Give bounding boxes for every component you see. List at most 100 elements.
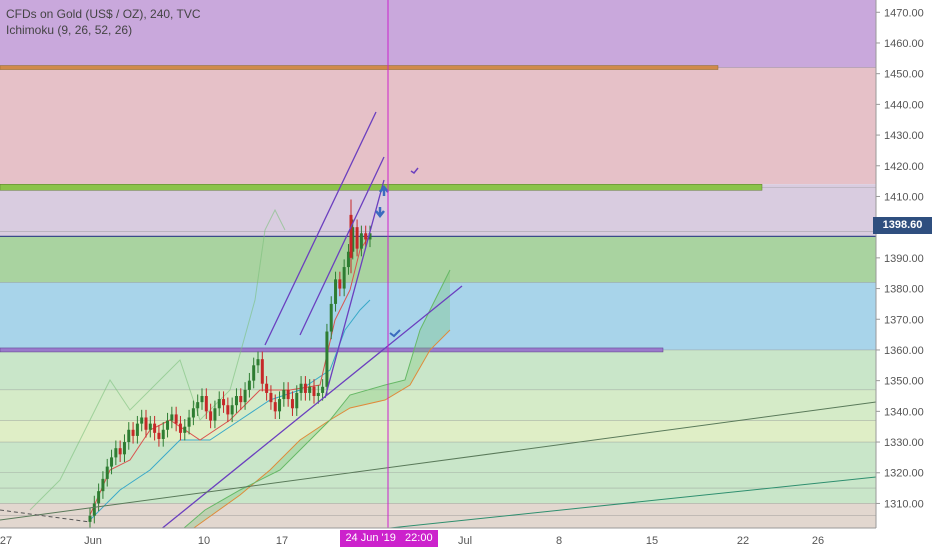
ichimoku-cloud-fill — [170, 270, 450, 545]
candle-body — [222, 399, 226, 406]
candle-body — [170, 414, 174, 421]
candle-body — [191, 408, 195, 418]
candle-body — [346, 251, 350, 268]
y-tick-label: 1420.00 — [884, 161, 924, 173]
candle-body — [110, 457, 114, 467]
candle-body — [166, 420, 170, 430]
candle-body — [209, 411, 213, 421]
check-icon — [410, 167, 419, 175]
y-tick-label: 1380.00 — [884, 284, 924, 296]
candle-body — [286, 389, 290, 400]
candle-body — [256, 359, 260, 366]
y-tick-label: 1370.00 — [884, 314, 924, 326]
cursor-time-badge: 24 Jun '19 22:00 — [340, 530, 438, 547]
zone-layer — [0, 0, 876, 528]
x-tick-label: 17 — [276, 535, 288, 547]
candle-body — [299, 383, 303, 393]
candle-body — [351, 227, 355, 252]
candle-body — [178, 423, 182, 433]
candle-body — [105, 466, 109, 479]
down-arrow-icon — [375, 207, 385, 219]
candle-body — [364, 233, 368, 240]
candle-body — [101, 478, 105, 492]
x-tick-label: 27 — [0, 535, 12, 547]
x-tick-label: 22 — [737, 535, 749, 547]
candle-body — [278, 399, 282, 412]
ichimoku-base — [89, 299, 371, 521]
candle-body — [312, 386, 316, 396]
candle-body — [243, 389, 247, 403]
candle-body — [196, 402, 200, 409]
trend-line — [324, 179, 385, 399]
candle-body — [239, 396, 243, 403]
price-zone — [0, 67, 876, 185]
up-arrow-icon — [379, 184, 389, 196]
candle-body — [282, 389, 286, 400]
candle-body — [273, 402, 277, 412]
trend-line — [264, 111, 377, 346]
chart-legend: CFDs on Gold (US$ / OZ), 240, TVC Ichimo… — [6, 6, 201, 38]
trend-lines — [0, 111, 877, 531]
candle-body — [144, 417, 148, 430]
candle-body — [325, 331, 329, 387]
candle-body — [122, 442, 126, 455]
y-tick-label: 1340.00 — [884, 406, 924, 418]
trend-line — [159, 285, 463, 531]
candle-body — [359, 233, 363, 249]
y-tick-label: 1320.00 — [884, 468, 924, 480]
time-axis: 27 Jun 10 17 Jul 8 15 22 26 — [0, 527, 932, 550]
candle-body — [131, 429, 135, 436]
cursor-date: 24 Jun '19 — [345, 532, 396, 544]
y-tick-label: 1360.00 — [884, 345, 924, 357]
candle-body — [114, 448, 118, 458]
x-tick-label: 15 — [646, 535, 658, 547]
x-tick-label: 8 — [556, 535, 562, 547]
price-zone — [0, 420, 876, 443]
candle-body — [217, 399, 221, 409]
trend-line — [0, 401, 877, 521]
candle-body — [349, 214, 353, 258]
price-axis: 1310.00 1320.00 1330.00 1340.00 1350.00 1360.… — [875, 0, 932, 550]
price-zone — [0, 0, 876, 68]
candle-body — [127, 429, 131, 443]
candle-body — [247, 380, 251, 390]
x-tick-label: Jul — [458, 535, 472, 547]
candle-body — [316, 392, 320, 396]
candle-body — [135, 423, 139, 436]
price-zone — [0, 349, 876, 390]
candle-body — [295, 392, 299, 409]
candle-body — [200, 396, 204, 403]
candle-body — [338, 279, 342, 289]
x-tick-label: 26 — [812, 535, 824, 547]
candle-body — [308, 386, 312, 393]
candle-body — [92, 503, 96, 516]
candle-body — [187, 417, 191, 427]
symbol-title: CFDs on Gold (US$ / OZ), 240, TVC — [6, 7, 201, 21]
candle-body — [183, 426, 187, 433]
y-tick-label: 1450.00 — [884, 69, 924, 81]
candle-body — [157, 432, 161, 439]
candle-body — [321, 386, 325, 393]
candle-body — [368, 233, 372, 240]
y-tick-label: 1310.00 — [884, 498, 924, 510]
y-tick-label: 1390.00 — [884, 253, 924, 265]
trend-line — [389, 476, 877, 529]
candle-body — [204, 396, 208, 412]
candle-body — [269, 392, 273, 403]
current-price-badge: 1398.60 — [873, 217, 932, 234]
support-bar — [0, 347, 664, 353]
candle-body — [174, 414, 178, 424]
candle-body — [97, 491, 101, 504]
y-tick-label: 1350.00 — [884, 376, 924, 388]
candle-body — [88, 515, 92, 522]
y-tick-label: 1410.00 — [884, 191, 924, 203]
ichimoku-span-a — [169, 269, 451, 541]
candle-body — [260, 359, 264, 384]
candle-body — [334, 279, 338, 304]
candle-body — [213, 408, 217, 421]
price-zone — [0, 389, 876, 421]
dashed-line — [0, 509, 91, 523]
x-tick-label: 10 — [198, 535, 210, 547]
trend-line — [299, 156, 385, 336]
